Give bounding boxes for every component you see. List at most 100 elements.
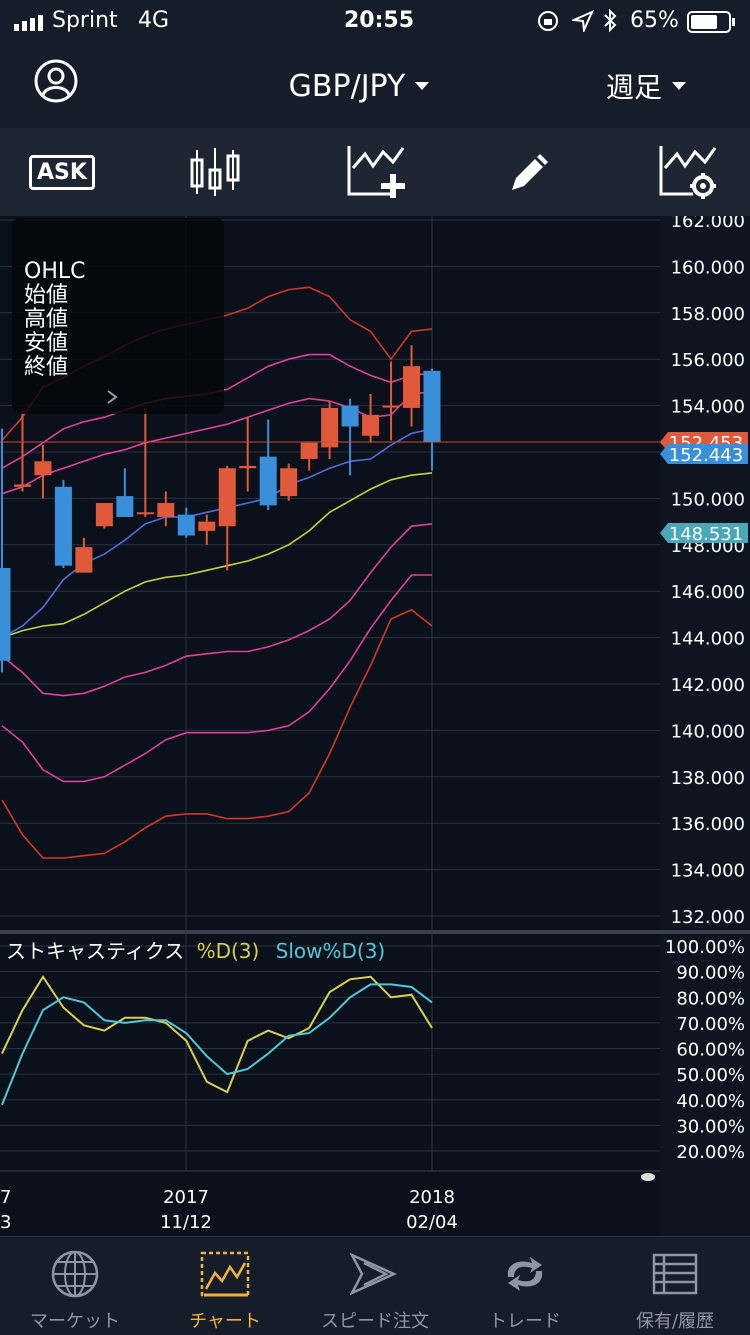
y-tick-label: 132.000 bbox=[671, 907, 745, 928]
y-tick-label: 142.000 bbox=[671, 675, 745, 696]
chart-settings-button[interactable] bbox=[632, 128, 742, 216]
globe-icon bbox=[51, 1250, 99, 1298]
speed-order-icon bbox=[350, 1252, 398, 1296]
x-label-year: 2018 bbox=[409, 1187, 455, 1208]
nav-label: チャート bbox=[189, 1311, 261, 1332]
stochastic-title: ストキャスティクス bbox=[6, 939, 184, 963]
candle bbox=[95, 503, 113, 529]
indicator-line bbox=[1, 608, 433, 859]
nav-speed-order[interactable]: スピード注文 bbox=[300, 1237, 450, 1335]
bluetooth-icon bbox=[604, 8, 617, 33]
carrier-label: Sprint bbox=[52, 8, 118, 33]
stoch-tick-label: 90.00% bbox=[676, 963, 745, 984]
candle bbox=[239, 417, 257, 492]
scroll-indicator[interactable] bbox=[641, 1173, 655, 1181]
pair-selector[interactable]: GBP/JPY bbox=[270, 64, 450, 108]
timeframe-label: 週足 bbox=[606, 71, 663, 104]
y-tick-label: 138.000 bbox=[671, 768, 745, 789]
ask-label: ASK bbox=[29, 154, 95, 190]
timeframe-selector[interactable]: 週足 bbox=[606, 64, 716, 108]
add-indicator-button[interactable] bbox=[320, 128, 430, 216]
y-tick-label: 136.000 bbox=[671, 814, 745, 835]
rotation-lock-icon bbox=[538, 11, 558, 31]
candle bbox=[75, 537, 93, 573]
stoch-tick-label: 40.00% bbox=[676, 1091, 745, 1112]
chart-canvas[interactable]: 162.000160.000158.000156.000154.000152.0… bbox=[0, 211, 750, 1236]
pair-label: GBP/JPY bbox=[288, 68, 406, 104]
candle bbox=[177, 507, 195, 538]
chart-settings-icon bbox=[659, 146, 717, 199]
candle bbox=[321, 400, 339, 459]
indicator-line bbox=[1, 390, 433, 495]
chart-area[interactable]: 162.000160.000158.000156.000154.000152.0… bbox=[0, 211, 750, 1236]
x-fragment-bottom: 3 bbox=[0, 1212, 11, 1233]
candle bbox=[362, 394, 380, 443]
stochastic-legend: ストキャスティクス %D(3) Slow%D(3) bbox=[6, 939, 385, 963]
ohlc-open-label: 始値 bbox=[24, 283, 68, 308]
x-fragment-top: 7 bbox=[0, 1187, 11, 1208]
clock: 20:55 bbox=[344, 8, 415, 33]
chart-toolbar: ASK bbox=[0, 128, 750, 216]
bid-price-tag: 152.443 bbox=[660, 444, 748, 466]
ohlc-title: OHLC bbox=[24, 259, 85, 284]
signal-icon bbox=[14, 15, 43, 31]
nav-market[interactable]: マーケット bbox=[0, 1237, 150, 1335]
chevron-right-icon[interactable] bbox=[107, 390, 118, 404]
ohlc-close-label: 終値 bbox=[24, 355, 68, 380]
stoch-tick-label: 20.00% bbox=[676, 1142, 745, 1163]
marker-price-tag: 148.531 bbox=[660, 523, 748, 545]
indicator-line bbox=[1, 428, 433, 639]
y-tick-label: 144.000 bbox=[671, 629, 745, 650]
candle bbox=[259, 419, 277, 510]
candle bbox=[13, 410, 31, 492]
candle bbox=[157, 491, 175, 527]
account-icon[interactable] bbox=[34, 59, 78, 103]
nav-trade[interactable]: トレード bbox=[450, 1237, 600, 1335]
stochastic-line bbox=[1, 974, 433, 1094]
nav-positions-history[interactable]: 保有/履歴 bbox=[600, 1237, 750, 1335]
draw-button[interactable] bbox=[475, 128, 585, 216]
nav-label: トレード bbox=[489, 1311, 561, 1332]
network-label: 4G bbox=[138, 8, 170, 33]
nav-label: 保有/履歴 bbox=[635, 1311, 715, 1332]
list-icon bbox=[652, 1253, 698, 1295]
location-icon bbox=[572, 10, 594, 32]
stoch-tick-label: 80.00% bbox=[676, 988, 745, 1009]
add-indicator-icon bbox=[347, 146, 405, 198]
chevron-down-icon bbox=[672, 82, 687, 90]
indicator-line bbox=[1, 574, 432, 783]
x-label-year: 2017 bbox=[163, 1187, 209, 1208]
ohlc-high-label: 高値 bbox=[24, 307, 68, 332]
chart-icon bbox=[200, 1251, 250, 1297]
stoch-tick-label: 30.00% bbox=[676, 1116, 745, 1137]
y-tick-label: 158.000 bbox=[671, 304, 745, 325]
x-label-date: 11/12 bbox=[160, 1212, 212, 1233]
ask-button[interactable]: ASK bbox=[7, 128, 117, 216]
candlestick-icon bbox=[190, 148, 240, 196]
candle bbox=[300, 442, 318, 471]
candle bbox=[54, 479, 72, 568]
y-tick-label: 146.000 bbox=[671, 582, 745, 603]
y-tick-label: 160.000 bbox=[671, 257, 745, 278]
bid-price-label: 152.443 bbox=[669, 445, 743, 466]
candle bbox=[341, 398, 359, 476]
stoch-tick-label: 100.00% bbox=[665, 937, 745, 958]
header: GBP/JPY 週足 bbox=[0, 44, 750, 128]
ohlc-panel[interactable]: OHLC 始値 高値 安値 終値 bbox=[12, 218, 224, 414]
candle bbox=[423, 368, 441, 471]
candle bbox=[382, 361, 400, 441]
y-tick-label: 156.000 bbox=[671, 350, 745, 371]
status-bar: Sprint 4G 20:55 65% bbox=[0, 0, 750, 44]
nav-label: スピード注文 bbox=[321, 1311, 429, 1332]
y-tick-label: 162.000 bbox=[671, 216, 745, 232]
stochastic-line bbox=[1, 983, 433, 1106]
pencil-icon bbox=[512, 154, 548, 190]
y-tick-label: 140.000 bbox=[671, 721, 745, 742]
y-tick-label: 150.000 bbox=[671, 489, 745, 510]
y-tick-label: 154.000 bbox=[671, 397, 745, 418]
stoch-tick-label: 60.00% bbox=[676, 1040, 745, 1061]
candle-type-button[interactable] bbox=[160, 128, 270, 216]
nav-chart[interactable]: チャート bbox=[150, 1237, 300, 1335]
marker-price-label: 148.531 bbox=[669, 524, 743, 545]
nav-label: マーケット bbox=[30, 1311, 120, 1332]
